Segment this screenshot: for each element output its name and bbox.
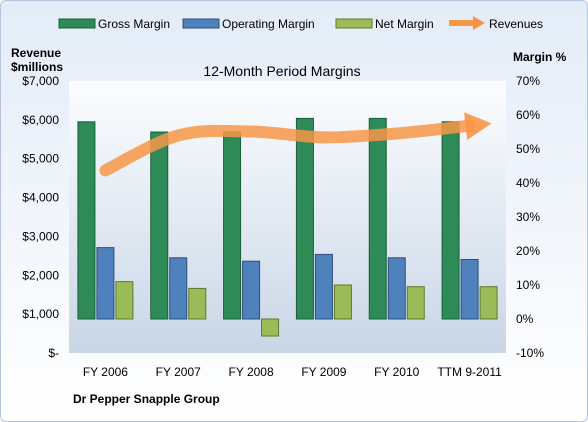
bar-gross-margin [223,131,242,320]
legend-swatch-revenues-arrowhead [473,16,485,30]
left-tick-label: $3,000 [22,229,59,243]
left-tick-label: $2,000 [22,268,59,282]
bar-operating-margin [96,247,115,320]
revenue-line-arrowhead [464,112,492,141]
bar-operating-margin [169,257,188,320]
x-axis: FY 2006 FY 2007 FY 2008 FY 2009 FY 2010 TTM 9… [83,365,502,379]
bar-net-margin [479,286,498,320]
category-label: FY 2006 [83,365,128,379]
bar-gross-margin [150,131,169,320]
legend-label-revenues: Revenues [489,17,543,31]
right-tick-label: 50% [516,142,540,156]
right-tick-label: 70% [516,74,540,88]
right-tick-label: 20% [516,244,540,258]
bar-gross-margin [441,121,460,320]
category-label: FY 2009 [301,365,346,379]
category-label: FY 2007 [156,365,201,379]
category-label: FY 2010 [374,365,419,379]
left-tick-label: $6,000 [22,113,59,127]
bar-operating-margin [387,257,406,320]
plot-area [69,81,506,353]
bar-gross-margin [295,117,314,320]
bar-net-margin [333,284,352,320]
bar-net-margin [115,281,134,320]
bar-operating-margin [242,260,261,320]
left-axis: $- $1,000 $2,000 $3,000 $4,000 $5,000 $6,000 $7… [22,74,59,360]
bar-gross-margin [368,117,387,320]
legend-label-operating-margin: Operating Margin [222,17,315,31]
right-tick-label: -10% [516,346,544,360]
category-label: TTM 9-2011 [437,365,502,379]
right-tick-label: 40% [516,176,540,190]
company-name: Dr Pepper Snapple Group [73,392,220,406]
right-tick-label: 0% [516,312,534,326]
legend-label-net-margin: Net Margin [375,17,434,31]
left-tick-label: $- [48,346,59,360]
left-axis-label-line1: Revenue [11,46,61,60]
revenue-line [99,112,492,177]
left-tick-label: $5,000 [22,152,59,166]
bar-net-margin [188,287,207,320]
legend-swatch-operating-margin [182,18,220,29]
left-tick-label: $7,000 [22,74,59,88]
legend-label-gross-margin: Gross Margin [98,17,170,31]
bar-operating-margin [460,259,479,320]
revenue-line-path [99,119,476,177]
right-axis-label: Margin % [513,50,567,64]
left-tick-label: $4,000 [22,191,59,205]
bar-operating-margin [314,253,333,320]
legend-swatch-net-margin [335,18,373,29]
legend-swatch-gross-margin [58,18,96,29]
chart-title: 12-Month Period Margins [203,63,360,79]
bar-net-margin [261,318,280,337]
bar-net-margin [406,286,425,320]
right-tick-label: 10% [516,278,540,292]
left-tick-label: $1,000 [22,307,59,321]
category-label: FY 2008 [229,365,274,379]
right-axis: -10% 0% 10% 20% 30% 40% 50% 60% 70% [516,74,544,360]
bar-gross-margin [77,121,96,320]
left-axis-label-line2: $millions [11,60,63,74]
right-tick-label: 30% [516,210,540,224]
legend: Gross Margin Operating Margin Net Margin… [58,16,543,31]
right-tick-label: 60% [516,108,540,122]
bars [77,117,498,337]
